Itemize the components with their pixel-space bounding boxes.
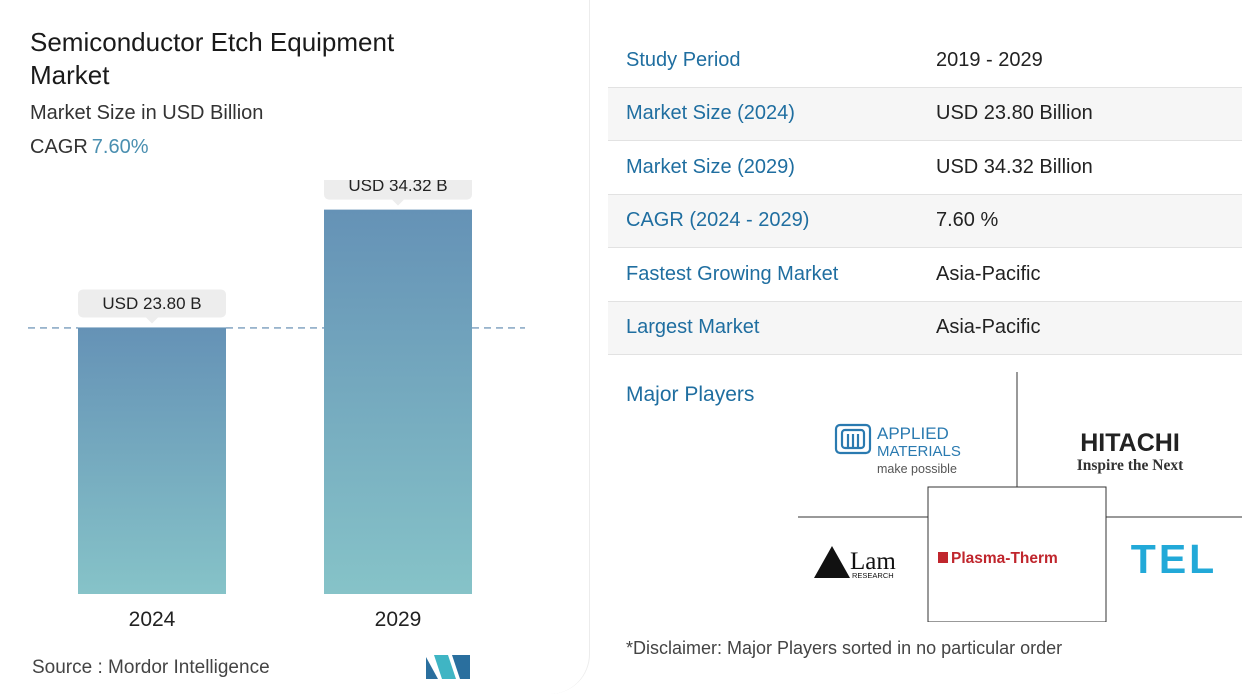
chart-title: Semiconductor Etch Equipment Market [30, 27, 395, 90]
summary-row: Market Size (2029) USD 34.32 Billion [608, 141, 1242, 195]
summary-row: Market Size (2024) USD 23.80 Billion [608, 87, 1242, 141]
summary-row: Largest Market Asia-Pacific [608, 301, 1242, 355]
hitachi-line2: Inspire the Next [1077, 457, 1184, 474]
bar-chart-svg: USD 23.80 B 2024 USD 34.32 B 2029 [28, 180, 525, 631]
grid-center-box [927, 486, 1107, 622]
summary-key: Largest Market [626, 316, 760, 339]
bar-chart: USD 23.80 B 2024 USD 34.32 B 2029 [0, 180, 590, 640]
players-logos-svg: APPLIED MATERIALS make possible HITACHI … [798, 372, 1242, 622]
hitachi-line1: HITACHI [1080, 429, 1180, 457]
summary-table: Study Period 2019 - 2029 Market Size (20… [608, 34, 1242, 355]
bar [324, 209, 472, 594]
applied-line2: MATERIALS [877, 443, 961, 460]
source-label: Source : [32, 657, 103, 678]
applied-materials-mark-icon [834, 423, 872, 455]
lam-line1: Lam [850, 548, 896, 575]
major-players-grid: APPLIED MATERIALS make possible HITACHI … [798, 372, 1242, 622]
x-tick-label: 2029 [375, 608, 422, 631]
hitachi-logo: HITACHI Inspire the Next [1077, 429, 1184, 474]
summary-key: Market Size (2029) [626, 155, 795, 178]
plasma-line1: Plasma-Therm [951, 550, 1058, 567]
summary-key: Study Period [626, 48, 741, 71]
summary-key: Fastest Growing Market [626, 262, 839, 285]
applied-line3: make possible [877, 462, 957, 476]
data-label: USD 34.32 B [348, 180, 447, 195]
cagr-value: 7.60% [91, 136, 149, 158]
summary-row: CAGR (2024 - 2029) 7.60 % [608, 194, 1242, 248]
source-line: Source : Mordor Intelligence [32, 657, 270, 679]
data-label-bubble [324, 180, 472, 200]
mordor-logo-icon [426, 655, 470, 679]
cagr-label: CAGR [30, 136, 88, 158]
chart-panel: Semiconductor Etch Equipment Market Mark… [0, 0, 590, 694]
plasma-therm-mark-icon [938, 552, 948, 563]
data-label-pointer [146, 317, 158, 324]
bar [78, 327, 226, 594]
cagr-line: CAGR 7.60% [30, 136, 149, 159]
applied-line1: APPLIED [877, 424, 949, 443]
tel-logo: TEL [1131, 536, 1217, 582]
summary-value: Asia-Pacific [936, 262, 1041, 285]
major-players-title: Major Players [626, 383, 755, 406]
chart-subtitle: Market Size in USD Billion [30, 102, 264, 124]
source-name: Mordor Intelligence [108, 657, 270, 678]
summary-row: Study Period 2019 - 2029 [608, 34, 1242, 88]
plasma-therm-logo: Plasma-Therm [938, 550, 1058, 567]
data-label-pointer [392, 199, 404, 206]
summary-value: USD 34.32 Billion [936, 155, 1093, 178]
lam-research-logo: Lam RESEARCH [814, 546, 896, 580]
lam-triangle-icon [814, 546, 850, 578]
tel-line1: TEL [1131, 536, 1217, 582]
data-label-bubble [78, 289, 226, 318]
data-label: USD 23.80 B [102, 294, 201, 313]
applied-materials-logo: APPLIED MATERIALS make possible [834, 423, 961, 476]
lam-line2: RESEARCH [852, 571, 894, 580]
disclaimer-text: *Disclaimer: Major Players sorted in no … [626, 638, 1063, 658]
summary-row: Fastest Growing Market Asia-Pacific [608, 248, 1242, 302]
x-tick-label: 2024 [129, 608, 176, 631]
summary-key: CAGR (2024 - 2029) [626, 209, 810, 232]
summary-value: 7.60 % [936, 209, 999, 232]
summary-value: USD 23.80 Billion [936, 102, 1093, 125]
summary-key: Market Size (2024) [626, 102, 795, 125]
summary-value: Asia-Pacific [936, 316, 1041, 339]
summary-value: 2019 - 2029 [936, 48, 1043, 71]
